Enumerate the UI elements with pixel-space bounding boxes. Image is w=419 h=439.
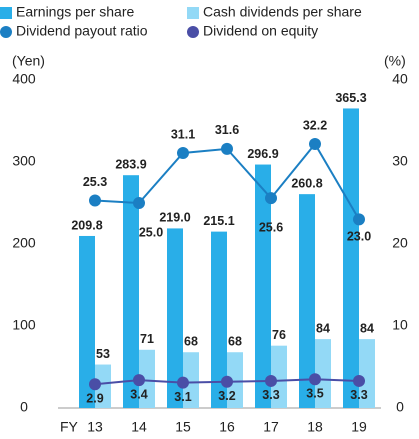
- value-label: 71: [140, 332, 154, 346]
- line-marker: [89, 378, 101, 391]
- line-marker: [353, 374, 365, 387]
- y-tick-label: 100: [12, 317, 36, 333]
- line-marker: [221, 142, 233, 155]
- line-marker: [309, 137, 321, 150]
- value-label: 215.1: [203, 214, 234, 228]
- x-tick-label: 19: [351, 419, 367, 435]
- x-tick-label: 14: [131, 419, 147, 435]
- line-marker: [177, 376, 189, 389]
- value-label: 31.1: [171, 127, 195, 141]
- bar: [79, 235, 95, 408]
- bar: [167, 228, 183, 408]
- value-label: 76: [272, 328, 286, 342]
- value-label: 3.3: [262, 388, 279, 402]
- value-label: 53: [96, 347, 110, 361]
- legend-label: Dividend payout ratio: [16, 23, 148, 39]
- bar: [183, 352, 199, 408]
- y2-tick-label: 20: [392, 235, 408, 251]
- value-label: 25.6: [259, 220, 283, 234]
- x-tick-label: 16: [219, 419, 235, 435]
- line-marker: [265, 192, 277, 205]
- value-label: 25.0: [139, 225, 163, 239]
- value-label: 68: [228, 335, 242, 349]
- x-tick-label: 13: [87, 419, 103, 435]
- y-tick-label: 300: [12, 153, 36, 169]
- value-label: 84: [316, 321, 330, 335]
- y-tick-label: 200: [12, 235, 36, 251]
- bar: [359, 339, 375, 408]
- y2-tick-label: 30: [392, 153, 408, 169]
- legend-swatch: [0, 7, 12, 19]
- y-tick-label: 400: [12, 71, 36, 87]
- value-label: 3.3: [350, 388, 367, 402]
- value-label: 25.3: [83, 175, 107, 189]
- value-label: 3.5: [306, 387, 323, 401]
- line-marker: [221, 375, 233, 388]
- line-marker: [353, 213, 365, 226]
- value-label: 283.9: [115, 157, 146, 171]
- line-marker: [133, 197, 145, 209]
- value-label: 23.0: [347, 230, 371, 244]
- bar: [299, 194, 315, 408]
- legend-label: Earnings per share: [16, 4, 135, 20]
- line-marker: [133, 374, 145, 387]
- legend-label: Cash dividends per share: [203, 4, 362, 20]
- line-marker: [89, 194, 101, 207]
- value-label: 3.2: [218, 389, 235, 403]
- value-label: 365.3: [335, 91, 366, 105]
- y2-tick-label: 40: [392, 71, 408, 87]
- y2-axis-label: (%): [384, 53, 406, 69]
- value-label: 32.2: [303, 118, 327, 132]
- y-axis-label: (Yen): [12, 53, 45, 69]
- legend-label: Dividend on equity: [203, 23, 318, 39]
- line-marker: [265, 374, 277, 387]
- value-label: 209.8: [71, 218, 102, 232]
- bar: [255, 164, 271, 408]
- x-axis-label: FY: [60, 419, 79, 435]
- legend-swatch: [187, 7, 199, 19]
- line-marker: [309, 373, 321, 386]
- bar: [95, 364, 111, 408]
- value-label: 219.0: [159, 211, 190, 225]
- value-label: 3.1: [174, 390, 191, 404]
- x-tick-label: 15: [175, 419, 191, 435]
- x-tick-label: 17: [263, 419, 279, 435]
- bar: [343, 108, 359, 408]
- value-label: 3.4: [130, 387, 147, 401]
- x-tick-label: 18: [307, 419, 323, 435]
- value-label: 31.6: [215, 123, 239, 137]
- bar: [139, 349, 155, 408]
- y2-tick-label: 0: [396, 399, 404, 415]
- value-label: 2.9: [86, 392, 103, 406]
- value-label: 84: [360, 321, 374, 335]
- bar: [271, 345, 287, 408]
- bar: [315, 339, 331, 408]
- value-label: 296.9: [247, 147, 278, 161]
- value-label: 260.8: [291, 176, 322, 190]
- y-tick-label: 0: [20, 399, 28, 415]
- bar: [211, 231, 227, 408]
- bar: [123, 175, 139, 408]
- value-label: 68: [184, 335, 198, 349]
- legend-marker: [0, 26, 12, 38]
- bar: [227, 352, 243, 408]
- legend-marker: [187, 26, 199, 38]
- y2-tick-label: 10: [392, 317, 408, 333]
- line-marker: [177, 146, 189, 159]
